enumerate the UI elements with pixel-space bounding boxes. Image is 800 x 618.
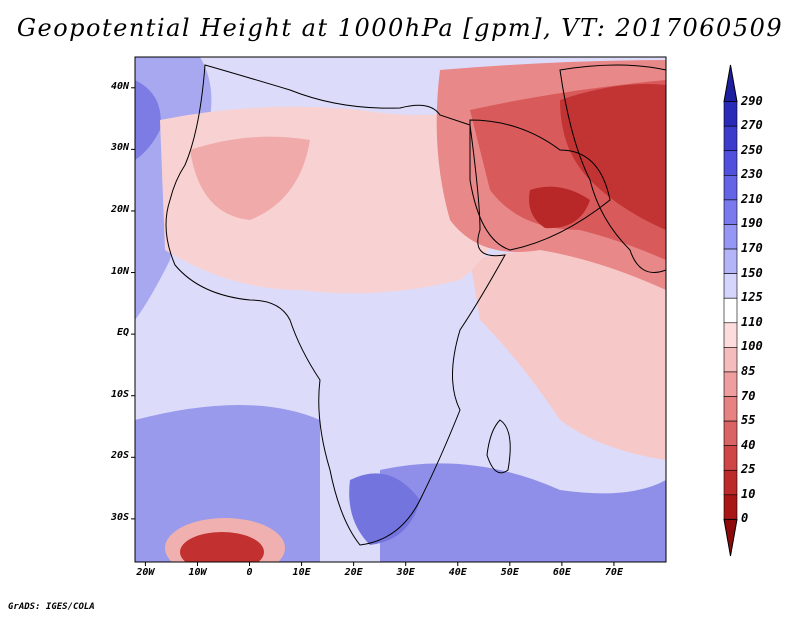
lon-label-70e: 70E	[604, 567, 623, 578]
colorbar-band	[723, 273, 738, 299]
south-asia-coast	[559, 64, 667, 273]
field-low-south-africa	[349, 473, 420, 545]
lat-label-eq: EQ	[116, 327, 129, 339]
height-field	[135, 57, 666, 562]
colorbar-band	[723, 125, 738, 152]
lon-label-60e: 60E	[552, 567, 571, 578]
colorbar-band	[723, 347, 738, 373]
colorbar-band	[723, 224, 738, 250]
colorbar-label: 270	[741, 118, 763, 133]
colorbar-label: 10	[741, 486, 756, 501]
lat-label-30s: 30S	[110, 511, 129, 523]
lon-label-10w: 10W	[188, 567, 207, 578]
field-low-south-atlantic	[135, 405, 320, 562]
colorbar-band	[723, 248, 738, 274]
colorbar-label: 210	[741, 191, 763, 206]
lat-label-20s: 20S	[110, 450, 129, 462]
lat-label-30n: 30N	[110, 142, 129, 154]
colorbar-band	[723, 101, 738, 127]
lon-label-30e: 30E	[396, 567, 415, 578]
colorbar-band	[723, 199, 738, 225]
colorbar-label: 85	[741, 363, 756, 378]
colorbar-label: 250	[741, 142, 763, 157]
colorbar-label: 110	[741, 314, 763, 329]
field-high-sahara-core	[190, 136, 310, 220]
colorbar-band	[723, 150, 738, 176]
colorbar-label: 150	[741, 265, 763, 280]
lon-label-20e: 20E	[344, 567, 363, 578]
field-high-arabia-core	[529, 186, 590, 229]
colorbar-band	[723, 420, 738, 446]
map-border	[134, 56, 667, 563]
colorbar-band	[723, 297, 738, 324]
colorbar-label: 70	[741, 388, 756, 403]
lon-label-50e: 50E	[500, 567, 519, 578]
colorbar-band	[723, 469, 738, 496]
lon-label-20w: 20W	[136, 567, 155, 578]
colorbar-band	[723, 445, 738, 471]
lon-label-10e: 10E	[292, 567, 311, 578]
axis-ticks	[131, 87, 615, 566]
colorbar-label: 40	[741, 437, 756, 452]
grads-credit: GrADS: IGES/COLA	[8, 602, 95, 612]
colorbar-band	[723, 396, 738, 422]
colorbar-label: 290	[741, 93, 763, 108]
lat-label-10s: 10S	[110, 388, 129, 400]
madagascar-coast	[486, 419, 511, 474]
field-high-south-atlantic-core	[180, 532, 264, 562]
colorbar-label: 0	[741, 511, 749, 526]
colorbar-label: 170	[741, 241, 763, 256]
colorbar	[723, 64, 738, 557]
africa-coast	[165, 64, 506, 546]
field-low-south-indian	[380, 463, 666, 562]
colorbar-label: 100	[741, 339, 763, 354]
colorbar-band	[723, 494, 738, 520]
colorbar-arrow-top	[723, 64, 738, 103]
lat-label-10n: 10N	[110, 265, 129, 277]
colorbar-band	[723, 175, 738, 201]
coastlines	[165, 64, 667, 546]
colorbar-band	[723, 371, 738, 397]
field-high-indian-ocean	[470, 246, 666, 460]
colorbar-label: 25	[741, 462, 756, 477]
arabia-coast	[469, 119, 611, 251]
colorbar-label: 230	[741, 167, 763, 182]
colorbar-label: 190	[741, 216, 763, 231]
lat-label-20n: 20N	[110, 203, 129, 215]
plot-title: Geopotential Height at 1000hPa [gpm], VT…	[16, 14, 784, 42]
colorbar-arrow-bottom	[723, 518, 738, 557]
lon-label-40e: 40E	[448, 567, 467, 578]
lat-label-40n: 40N	[110, 80, 129, 92]
field-high-south-asia-core	[560, 84, 666, 230]
colorbar-label: 125	[741, 290, 763, 305]
lon-label-0: 0	[246, 567, 253, 578]
colorbar-band	[723, 322, 738, 348]
field-low-west-core	[135, 80, 161, 160]
colorbar-label: 55	[741, 413, 756, 428]
